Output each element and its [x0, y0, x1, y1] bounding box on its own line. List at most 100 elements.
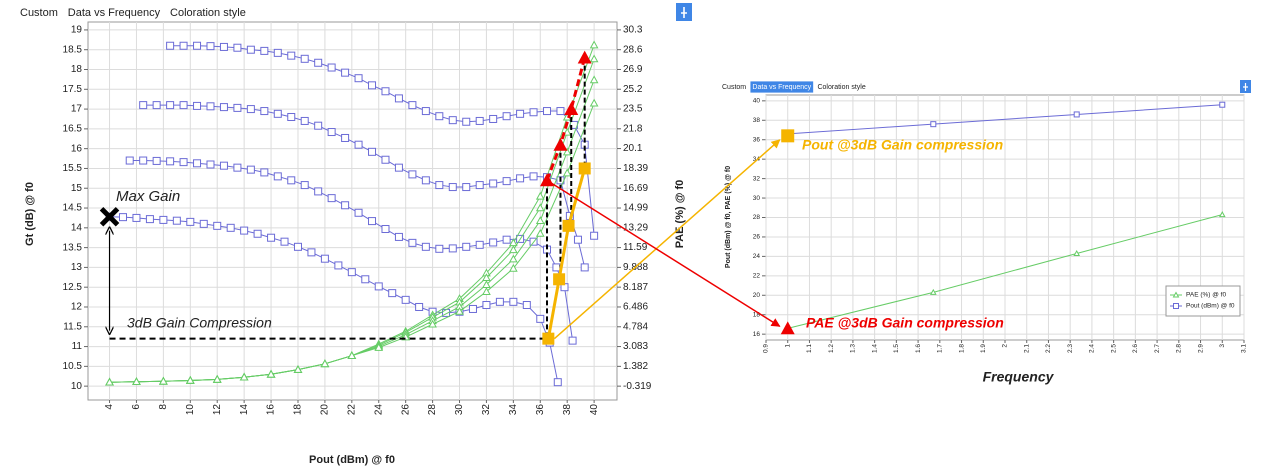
x-tick-label: 20 — [320, 404, 331, 416]
series-line — [787, 104, 1223, 135]
data-point — [206, 160, 215, 169]
data-point — [132, 213, 141, 222]
data-point — [354, 140, 363, 149]
compression-point — [553, 137, 568, 151]
x-tick-label: 34 — [508, 404, 519, 416]
data-point — [381, 87, 390, 96]
tab[interactable]: Custom — [722, 84, 746, 91]
data-point — [287, 176, 296, 185]
data-point — [408, 101, 417, 110]
max-gain-marker — [99, 206, 120, 227]
compression-line — [545, 57, 587, 181]
data-point — [1073, 249, 1081, 256]
compression-point — [781, 129, 795, 143]
tab[interactable]: Data vs Frequency — [752, 84, 811, 91]
annotation: Max Gain — [116, 188, 180, 205]
tab[interactable]: Coloration style — [817, 84, 865, 91]
y2-tick-label: 6.486 — [623, 302, 648, 313]
data-point — [139, 156, 148, 165]
x-tick-label: 1 — [784, 344, 791, 348]
y-tick-label: 14.5 — [63, 203, 83, 214]
data-point — [589, 40, 599, 49]
tab[interactable]: Data vs Frequency — [68, 7, 161, 19]
data-point — [193, 159, 202, 168]
data-point — [341, 68, 350, 77]
data-point — [266, 369, 276, 378]
data-point — [509, 297, 518, 306]
data-point — [394, 94, 403, 103]
data-point — [159, 215, 168, 224]
data-point — [347, 351, 357, 359]
data-point — [159, 376, 168, 385]
data-point — [475, 116, 484, 125]
y-tick-label: 13 — [71, 262, 83, 273]
x-tick-label: 0.9 — [763, 344, 770, 353]
data-point — [1219, 101, 1226, 108]
data-point — [267, 233, 276, 242]
data-point — [552, 263, 561, 272]
data-point — [206, 42, 215, 51]
y2-tick-label: 20.1 — [623, 143, 643, 154]
legend-label: Pout (dBm) @ f0 — [1186, 303, 1235, 310]
data-point — [394, 163, 403, 172]
data-point — [246, 45, 255, 54]
data-point — [152, 156, 161, 165]
tab[interactable]: Custom — [20, 7, 58, 19]
data-point — [475, 240, 484, 249]
y2-tick-label: 25.2 — [623, 84, 643, 95]
y2-tick-label: 13.29 — [623, 222, 648, 233]
data-point — [320, 359, 330, 368]
pin-icon — [1243, 83, 1248, 91]
data-point — [502, 235, 511, 244]
data-point — [580, 263, 589, 272]
data-point — [334, 261, 343, 270]
data-point — [562, 127, 572, 136]
data-point — [139, 101, 148, 110]
x-tick-label: 10 — [185, 404, 196, 416]
y-tick-label: 24 — [753, 253, 761, 260]
data-point — [495, 297, 504, 306]
x-axis-title: Pout (dBm) @ f0 — [309, 454, 395, 466]
compression-point — [542, 332, 555, 345]
data-point — [509, 263, 518, 272]
y2-tick-label: 23.5 — [623, 104, 643, 115]
data-point — [246, 105, 255, 114]
x-tick-label: 6 — [131, 404, 142, 410]
data-point — [502, 112, 511, 121]
data-point — [206, 102, 215, 111]
x-tick-label: 2.1 — [1023, 344, 1030, 353]
y2-tick-label: 16.69 — [623, 183, 648, 194]
data-point — [535, 216, 545, 225]
data-point — [482, 287, 491, 295]
data-point — [145, 215, 154, 224]
data-point — [562, 147, 572, 156]
data-point — [179, 101, 188, 110]
data-point — [166, 41, 175, 50]
y-tick-label: 11.5 — [63, 321, 82, 332]
data-point — [327, 63, 336, 72]
data-point — [219, 161, 228, 170]
data-point — [535, 203, 545, 212]
data-point — [562, 168, 572, 177]
data-point — [516, 109, 525, 118]
y-tick-label: 13.5 — [63, 242, 83, 253]
data-point — [354, 208, 363, 217]
data-point — [374, 342, 384, 351]
data-point — [132, 377, 141, 386]
data-point — [489, 179, 498, 188]
data-point — [455, 306, 464, 315]
y2-tick-label: 18.39 — [623, 163, 648, 174]
y-tick-label: 10.5 — [63, 361, 83, 372]
data-point — [394, 232, 403, 241]
y-tick-label: 12.5 — [63, 282, 83, 293]
x-tick-label: 1.9 — [980, 344, 987, 353]
x-tick-label: 28 — [427, 404, 438, 416]
compression-point — [562, 219, 575, 232]
tab[interactable]: Coloration style — [170, 7, 246, 19]
data-point — [273, 48, 282, 57]
data-point — [368, 81, 377, 90]
data-point — [401, 295, 410, 304]
data-point — [219, 103, 228, 112]
y-tick-label: 22 — [753, 273, 761, 280]
x-tick-label: 1.5 — [893, 344, 900, 353]
